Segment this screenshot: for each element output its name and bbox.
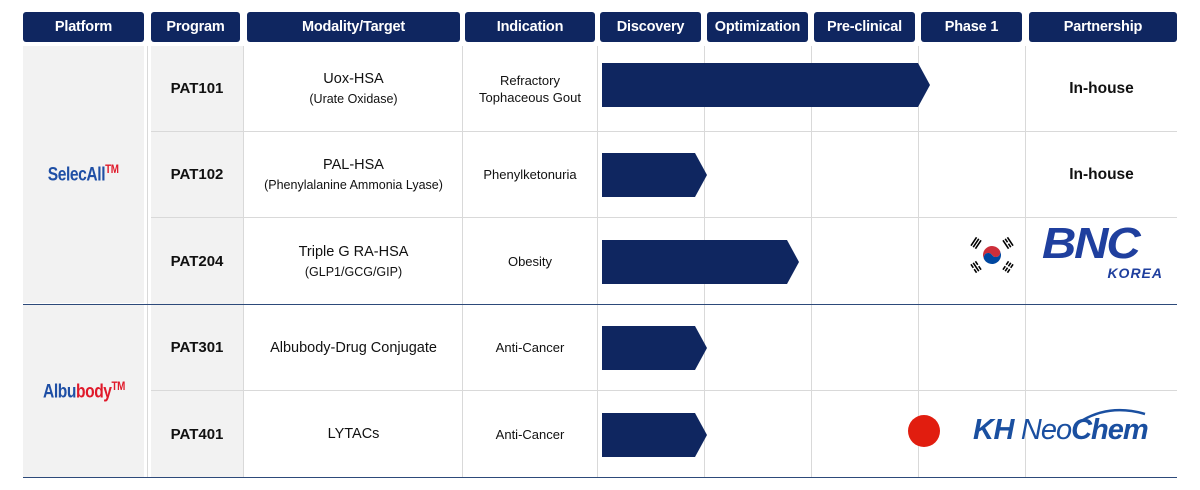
- header-discovery: Discovery: [600, 12, 701, 42]
- program-id: PAT204: [170, 252, 224, 270]
- indication: Obesity: [507, 253, 553, 269]
- table-row: PAT101: [151, 46, 243, 131]
- modality-target: (GLP1/GCG/GIP): [304, 264, 403, 279]
- header-platform: Platform: [23, 12, 144, 42]
- platform-selecall-logo: SelecAllTM: [48, 162, 119, 186]
- header-optimization: Optimization: [707, 12, 808, 42]
- progress-arrow-pat102: [602, 153, 707, 197]
- table-row: PAT204: [151, 218, 243, 304]
- modality: Triple G RA-HSA: [298, 243, 409, 260]
- header-modality: Modality/Target: [247, 12, 460, 42]
- table-row: PAT401: [151, 391, 243, 477]
- header-indication: Indication: [465, 12, 595, 42]
- header-program: Program: [151, 12, 240, 42]
- indication: Refractory: [500, 72, 560, 88]
- indication-line2: Tophaceous Gout: [479, 89, 581, 105]
- progress-arrow-pat301: [602, 326, 707, 370]
- modality: Albubody-Drug Conjugate: [270, 339, 437, 356]
- header-phase1: Phase 1: [921, 12, 1022, 42]
- indication: Phenylketonuria: [483, 167, 577, 182]
- modality-target: (Urate Oxidase): [309, 92, 398, 106]
- japan-flag-icon: [908, 415, 940, 447]
- modality-target: (Phenylalanine Ammonia Lyase): [264, 178, 443, 192]
- progress-arrow-pat204: [602, 240, 799, 284]
- bnc-korea-logo: BNC KOREA: [1042, 219, 1163, 282]
- table-bottom-border: [23, 477, 1177, 478]
- partnership: In-house: [1069, 165, 1134, 183]
- partnership: In-house: [1069, 79, 1134, 97]
- korea-flag-icon: [968, 235, 1016, 275]
- program-id: PAT301: [170, 339, 224, 356]
- modality: LYTACs: [327, 426, 380, 442]
- progress-arrow-pat401: [602, 413, 707, 457]
- program-id: PAT102: [170, 166, 224, 183]
- program-id: PAT101: [170, 80, 224, 97]
- table-row: PAT102: [151, 132, 243, 217]
- header-partnership: Partnership: [1029, 12, 1177, 42]
- kh-neochem-logo: KH NeoChem: [973, 408, 1168, 454]
- program-id: PAT401: [170, 425, 224, 443]
- platform-albubody-logo: AlbubodyTM: [42, 378, 125, 403]
- modality: Uox-HSA: [323, 71, 384, 87]
- program-column-bg: [151, 46, 243, 477]
- table-row: PAT301: [151, 305, 243, 390]
- swoosh-icon: [1082, 408, 1146, 422]
- modality: PAL-HSA: [323, 157, 384, 173]
- indication: Anti-Cancer: [495, 340, 565, 355]
- platform-separator: [23, 304, 1177, 305]
- header-preclinical: Pre-clinical: [814, 12, 915, 42]
- indication: Anti-Cancer: [495, 426, 565, 442]
- platform-cell-selecall: SelecAllTM: [23, 46, 144, 303]
- progress-arrow-pat101: [602, 63, 930, 107]
- platform-cell-albubody: AlbubodyTM: [23, 305, 144, 477]
